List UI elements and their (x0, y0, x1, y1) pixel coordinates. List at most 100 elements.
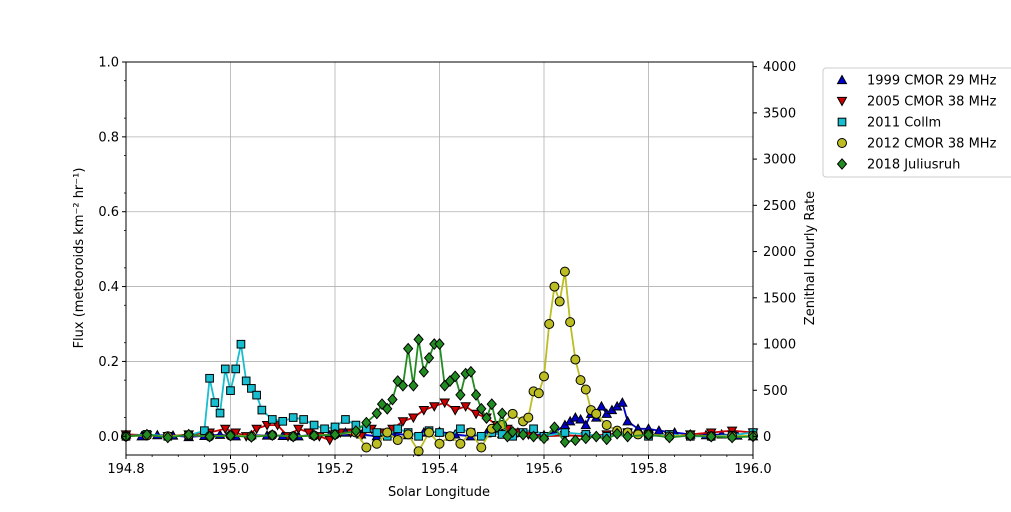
data-point (580, 432, 591, 445)
y-axis-right-label: Zenithal Hourly Rate (803, 191, 818, 325)
data-point (470, 388, 482, 401)
data-point (517, 428, 529, 441)
data-point (371, 407, 382, 420)
data-point (413, 446, 424, 457)
data-point (456, 424, 465, 434)
x-axis: 194.8 195.0 195.2 195.4 195.6 195.8 196.0 (107, 455, 772, 477)
data-point (387, 393, 398, 406)
data-point (403, 429, 414, 440)
data-point (226, 386, 235, 395)
y-axis-left: 0.0 0.2 0.4 0.6 0.8 1.0 (98, 56, 126, 445)
data-point (288, 413, 298, 422)
data-point (141, 428, 153, 441)
data-point (491, 421, 503, 434)
data-point (392, 435, 403, 446)
data-point (308, 429, 320, 442)
y-axis-right: 0 500 1000 1500 2000 2500 3000 3500 4000 (753, 60, 796, 445)
data-point (408, 379, 419, 392)
data-point (617, 397, 628, 407)
legend-marker (837, 117, 847, 127)
y-right-tick-label: 500 (763, 384, 788, 399)
x-axis-label: Solar Longitude (388, 485, 490, 500)
y-left-tick-label: 0.0 (98, 430, 119, 445)
x-tick-label: 195.4 (421, 462, 458, 477)
data-point (205, 373, 214, 383)
data-point (246, 431, 257, 443)
x-tick-label: 195.8 (630, 462, 667, 477)
series-4 (120, 333, 759, 448)
data-point (465, 365, 477, 378)
data-point (559, 266, 570, 277)
data-point (236, 339, 246, 349)
data-point (544, 319, 555, 329)
legend-label: 2005 CMOR 38 MHz (867, 95, 997, 110)
data-point (622, 415, 633, 426)
data-point (434, 338, 445, 350)
data-point (439, 398, 451, 409)
data-point (575, 413, 586, 424)
data-point (428, 402, 440, 412)
data-point (601, 433, 612, 446)
data-point (257, 405, 267, 415)
legend-label: 2012 CMOR 38 MHz (867, 137, 997, 152)
data-point (486, 398, 497, 411)
data-point (435, 428, 444, 437)
data-point (423, 351, 435, 364)
x-tick-label: 195.6 (525, 462, 562, 477)
data-point (580, 419, 592, 430)
data-point (507, 425, 518, 438)
data-point (267, 415, 277, 424)
legend-marker (836, 74, 848, 85)
data-point (162, 431, 173, 444)
legend-label: 1999 CMOR 29 MHz (867, 74, 997, 89)
legend-label: 2011 Collm (867, 116, 941, 131)
data-point (726, 431, 738, 444)
data-point (382, 402, 393, 415)
y-right-tick-label: 1000 (763, 338, 796, 353)
y-left-tick-label: 0.2 (98, 355, 119, 370)
data-point (324, 435, 336, 446)
data-point (225, 429, 236, 442)
y-right-tick-label: 3000 (763, 153, 796, 168)
data-point (664, 431, 675, 444)
y-right-tick-label: 0 (763, 430, 771, 445)
data-point (611, 427, 623, 440)
data-point (591, 430, 602, 443)
data-point (476, 442, 487, 453)
data-point (361, 416, 372, 429)
data-point (559, 436, 571, 448)
data-point (299, 415, 308, 424)
legend-marker (837, 138, 847, 148)
data-point (460, 402, 471, 412)
y-right-tick-label: 4000 (763, 60, 796, 75)
data-point (215, 408, 225, 418)
y-left-tick-label: 0.4 (98, 280, 119, 295)
y-left-tick-label: 0.6 (98, 205, 119, 220)
data-point (393, 424, 403, 434)
data-point (538, 432, 550, 445)
legend-label: 2018 Juliusruh (867, 158, 960, 173)
data-point (449, 405, 461, 416)
data-point (408, 413, 419, 424)
data-point (309, 420, 319, 430)
data-point (414, 431, 423, 441)
data-point (601, 420, 612, 431)
data-point (596, 400, 607, 411)
data-point (570, 354, 581, 365)
data-point (434, 438, 445, 449)
data-point (371, 438, 382, 449)
data-point (533, 388, 544, 399)
legend: 1999 CMOR 29 MHz 2005 CMOR 38 MHz 2011 Col… (822, 67, 1011, 178)
legend-marker (836, 96, 848, 107)
data-point (539, 371, 549, 382)
legend-marker (836, 158, 848, 170)
data-point (653, 425, 665, 435)
data-point (591, 408, 602, 419)
data-point (350, 425, 362, 437)
y-right-tick-label: 2500 (763, 199, 796, 214)
data-point (455, 388, 466, 401)
data-point (418, 405, 430, 416)
data-point (450, 370, 461, 383)
data-point (320, 424, 329, 434)
